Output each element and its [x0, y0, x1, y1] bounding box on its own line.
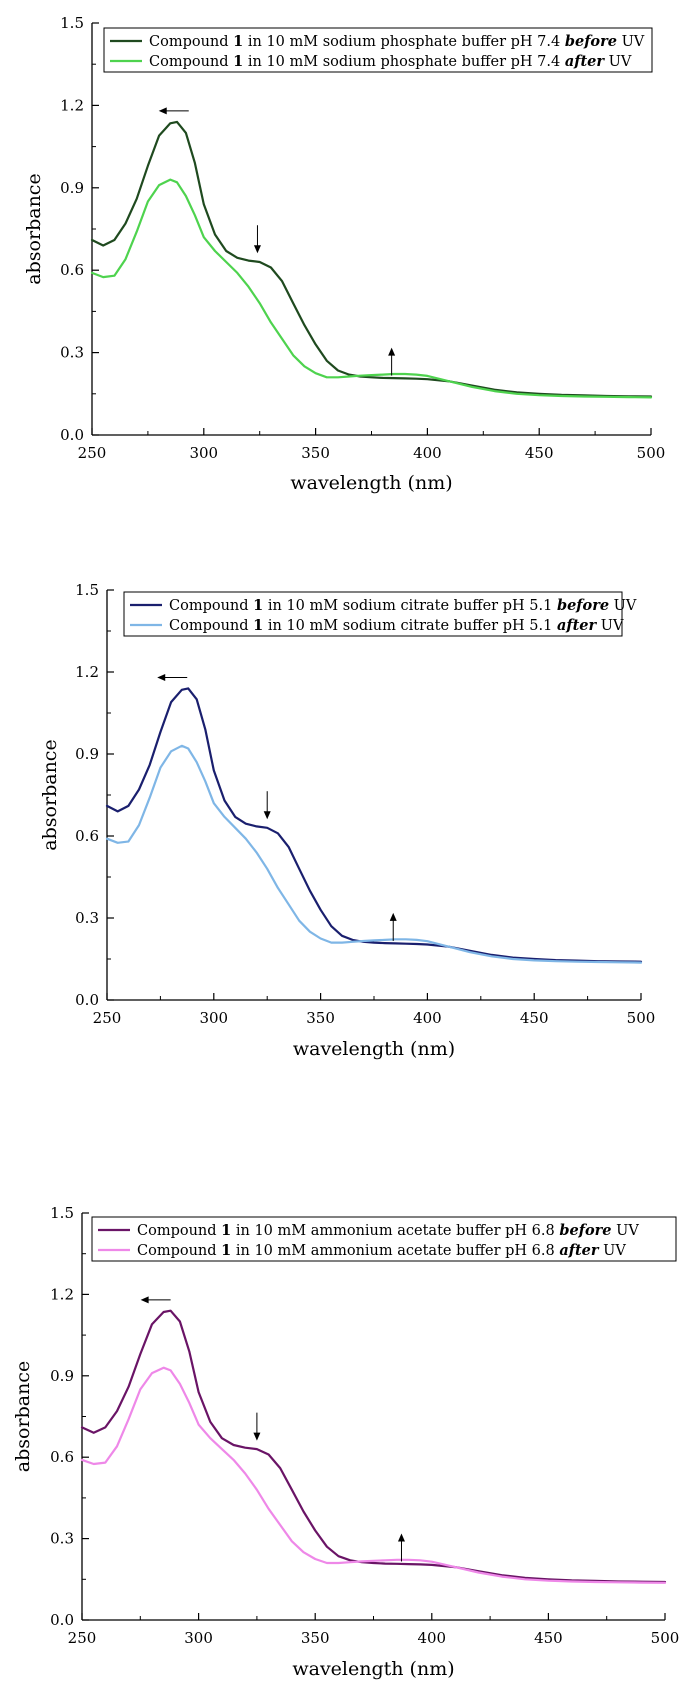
- y-tick-label: 0.6: [60, 261, 84, 279]
- series-line-after: [90, 178, 653, 399]
- series-line-after: [80, 1366, 667, 1584]
- legend: Compound 1 in 10 mM sodium citrate buffe…: [123, 591, 637, 637]
- x-tick-label: 250: [68, 1629, 97, 1647]
- arrow-head: [253, 1432, 261, 1441]
- series-line-before: [90, 120, 653, 398]
- y-tick-label: 1.5: [60, 14, 84, 32]
- annotation-arrow: [397, 1533, 405, 1562]
- arrow-head: [157, 673, 166, 681]
- y-tick-label: 1.2: [75, 663, 99, 681]
- series-line-before: [105, 687, 643, 963]
- arrow-head: [397, 1533, 405, 1542]
- y-tick-label: 0.3: [75, 909, 99, 927]
- y-axis-title: absorbance: [23, 173, 45, 284]
- legend-box: [103, 27, 653, 73]
- y-tick-label: 0.0: [50, 1611, 74, 1629]
- y-tick-label: 0.9: [60, 179, 84, 197]
- x-tick-label: 250: [93, 1009, 122, 1027]
- arrow-head: [158, 107, 167, 115]
- chart-panel-3: 250 300 350 400 450 500 0.0 0.3 0.6 0.9 1.2 1.5 wave…: [12, 1204, 679, 1680]
- legend-label: Compound 1 in 10 mM ammonium acetate buf…: [137, 1222, 639, 1239]
- y-tick-label: 1.5: [50, 1204, 74, 1222]
- x-tick-label: 350: [306, 1009, 335, 1027]
- x-axis-title: wavelength (nm): [290, 472, 452, 494]
- annotation-arrow: [263, 791, 271, 820]
- chart-panel-1: 250 300 350 400 450 500 0.0 0.3 0.6 0.9 1.2 1.5 wave…: [23, 14, 665, 494]
- legend-label: Compound 1 in 10 mM ammonium acetate buf…: [137, 1242, 626, 1259]
- arrow-head: [263, 811, 271, 820]
- legend: Compound 1 in 10 mM sodium phosphate buf…: [103, 27, 653, 73]
- x-tick-label: 400: [413, 444, 442, 462]
- y-tick-label: 0.9: [75, 745, 99, 763]
- y-tick-label: 0.6: [50, 1448, 74, 1466]
- x-tick-label: 500: [651, 1629, 680, 1647]
- y-tick-label: 0.9: [50, 1367, 74, 1385]
- y-tick-label: 1.5: [75, 581, 99, 599]
- y-tick-label: 1.2: [60, 96, 84, 114]
- x-tick-label: 400: [417, 1629, 446, 1647]
- x-axis-title: wavelength (nm): [292, 1658, 454, 1680]
- x-tick-label: 350: [301, 1629, 330, 1647]
- y-axis-title: absorbance: [12, 1361, 34, 1472]
- x-tick-label: 500: [637, 444, 666, 462]
- annotation-arrow: [157, 673, 188, 681]
- y-tick-label: 0.3: [50, 1530, 74, 1548]
- annotation-arrow: [388, 347, 396, 376]
- y-axis-title: absorbance: [39, 739, 61, 850]
- x-tick-label: 450: [525, 444, 554, 462]
- annotation-arrow: [140, 1296, 171, 1304]
- x-tick-label: 450: [520, 1009, 549, 1027]
- series-line-before: [80, 1309, 667, 1584]
- y-tick-label: 0.6: [75, 827, 99, 845]
- legend-box: [91, 1216, 677, 1262]
- arrow-head: [140, 1296, 149, 1304]
- x-tick-label: 500: [627, 1009, 656, 1027]
- annotation-arrow: [253, 225, 261, 254]
- arrow-head: [389, 912, 397, 921]
- legend-label: Compound 1 in 10 mM sodium citrate buffe…: [169, 617, 624, 634]
- y-tick-label: 1.2: [50, 1285, 74, 1303]
- x-tick-label: 300: [199, 1009, 228, 1027]
- x-tick-label: 300: [189, 444, 218, 462]
- annotation-arrow: [389, 912, 397, 941]
- x-tick-label: 350: [301, 444, 330, 462]
- legend-box: [123, 591, 623, 637]
- x-tick-label: 400: [413, 1009, 442, 1027]
- y-tick-label: 0.0: [60, 426, 84, 444]
- series-line-after: [105, 744, 643, 964]
- legend-label: Compound 1 in 10 mM sodium phosphate buf…: [149, 53, 632, 70]
- legend: Compound 1 in 10 mM ammonium acetate buf…: [91, 1216, 677, 1262]
- x-axis-title: wavelength (nm): [293, 1038, 455, 1060]
- y-tick-label: 0.0: [75, 991, 99, 1009]
- legend-label: Compound 1 in 10 mM sodium citrate buffe…: [169, 597, 637, 614]
- legend-label: Compound 1 in 10 mM sodium phosphate buf…: [149, 33, 645, 50]
- y-tick-label: 0.3: [60, 344, 84, 362]
- x-tick-label: 450: [534, 1629, 563, 1647]
- annotation-arrow: [253, 1412, 261, 1441]
- arrow-head: [253, 245, 261, 254]
- x-tick-label: 300: [184, 1629, 213, 1647]
- x-tick-label: 250: [78, 444, 107, 462]
- chart-panel-2: 250 300 350 400 450 500 0.0 0.3 0.6 0.9 1.2 1.5 wave…: [39, 581, 655, 1060]
- arrow-head: [388, 347, 396, 356]
- annotation-arrow: [158, 107, 189, 115]
